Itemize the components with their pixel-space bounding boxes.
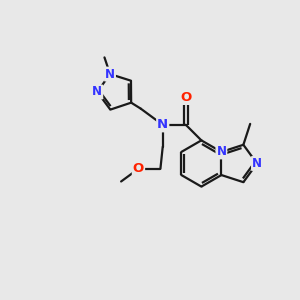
Text: N: N — [252, 157, 262, 170]
Text: N: N — [157, 118, 168, 131]
Text: N: N — [92, 85, 102, 98]
Text: O: O — [133, 162, 144, 175]
Text: N: N — [216, 146, 226, 158]
Text: O: O — [180, 91, 191, 104]
Text: N: N — [105, 68, 115, 81]
